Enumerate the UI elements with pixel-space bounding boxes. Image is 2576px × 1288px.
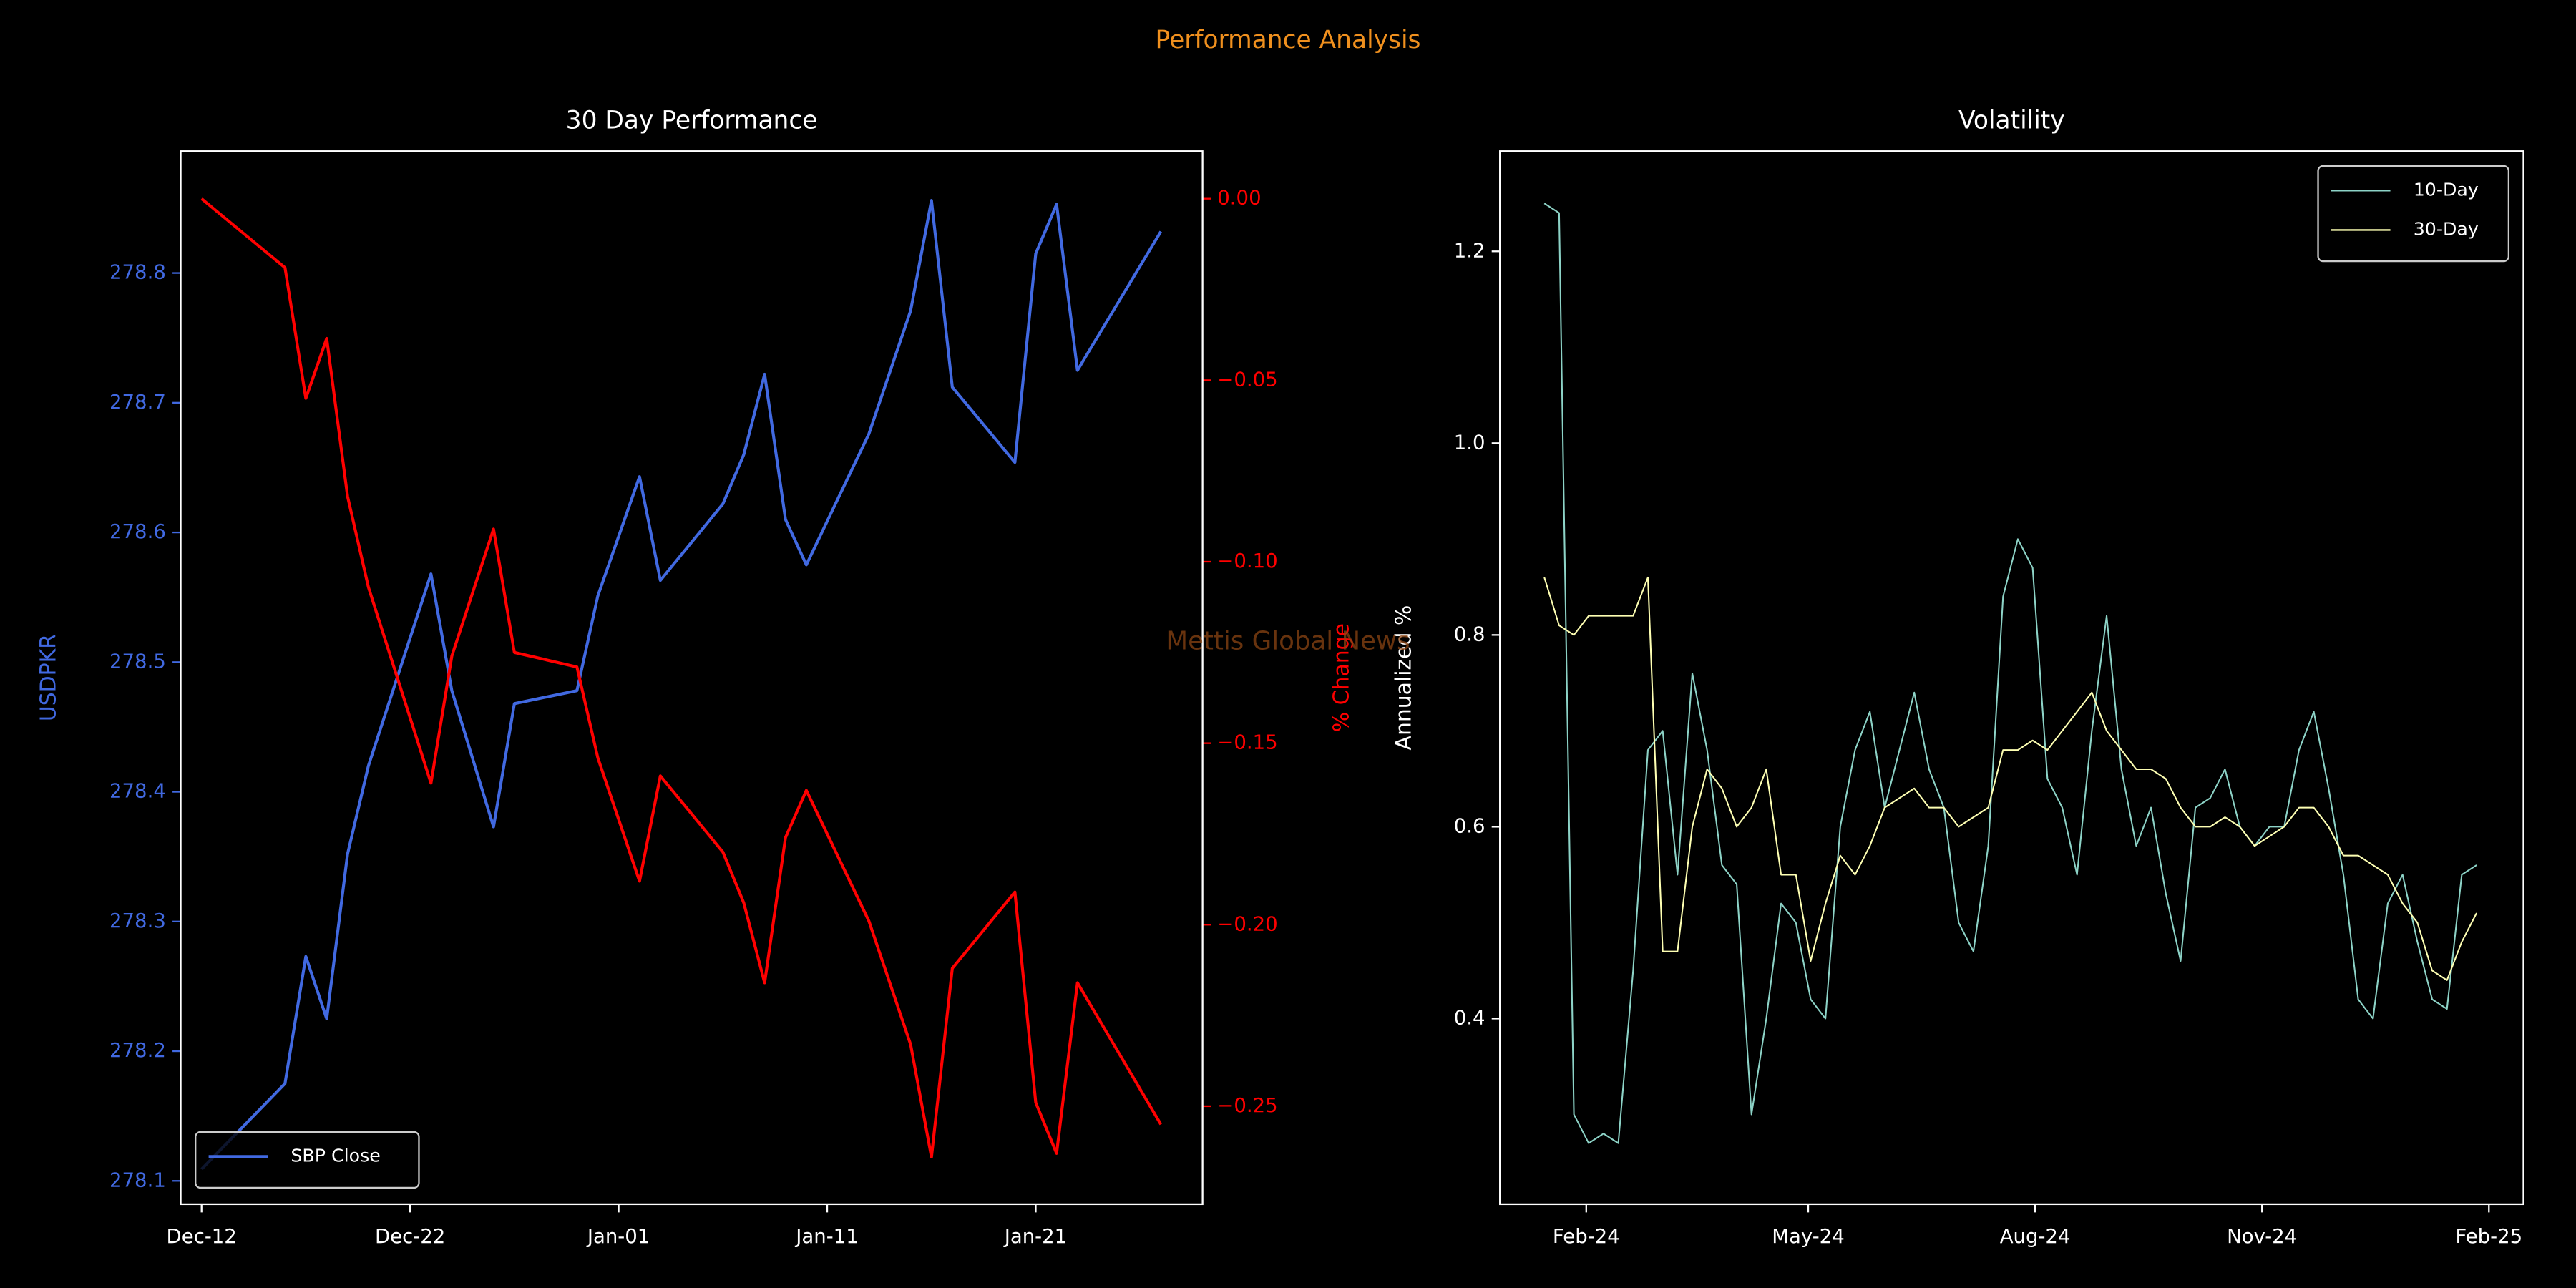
y-tick-label: 1.0	[1454, 431, 1485, 454]
legend-label: SBP Close	[291, 1145, 380, 1166]
y2-tick-label: −0.05	[1217, 368, 1277, 391]
x-tick-label: Aug-24	[2000, 1225, 2071, 1248]
y-tick-label: 278.2	[109, 1039, 166, 1062]
y2-tick-label: 0.00	[1217, 187, 1261, 210]
x-tick-label: Jan-01	[586, 1225, 650, 1248]
y-tick-label: 0.4	[1454, 1006, 1485, 1029]
x-tick-label: Feb-25	[2455, 1225, 2522, 1248]
x-tick-label: Dec-12	[167, 1225, 237, 1248]
y2-tick-label: −0.25	[1217, 1094, 1277, 1117]
y-tick-label: 278.4	[109, 780, 166, 803]
series-line	[1543, 576, 2477, 981]
series-line	[200, 199, 1163, 1171]
watermark: Mettis Global News	[1166, 627, 1410, 656]
y-axis-label: Annualized %	[1392, 605, 1417, 751]
y-tick-label: 1.2	[1454, 239, 1485, 262]
series-line	[200, 197, 1163, 1159]
y-tick-label: 0.6	[1454, 814, 1485, 837]
y-axis-label: USDPKR	[36, 634, 61, 721]
y-tick-label: 278.5	[109, 650, 166, 673]
axes-frame	[180, 150, 1204, 1206]
x-tick-label: Dec-22	[375, 1225, 445, 1248]
x-tick-label: Jan-11	[794, 1225, 858, 1248]
legend-label: 10-Day	[2414, 179, 2479, 200]
x-tick-label: Nov-24	[2227, 1225, 2297, 1248]
series-line	[1543, 203, 2477, 1144]
chart-title: 30 Day Performance	[566, 106, 818, 135]
y2-axis-label: % Change	[1329, 623, 1354, 732]
chart-title: Volatility	[1958, 106, 2065, 135]
y2-tick-label: −0.10	[1217, 550, 1277, 572]
x-tick-label: Feb-24	[1553, 1225, 1620, 1248]
legend-box	[195, 1131, 420, 1189]
y-tick-label: 0.8	[1454, 623, 1485, 645]
legend-label: 30-Day	[2414, 218, 2479, 239]
y-tick-label: 278.3	[109, 909, 166, 932]
y2-tick-label: −0.20	[1217, 912, 1277, 935]
y-tick-label: 278.1	[109, 1169, 166, 1191]
x-tick-label: May-24	[1772, 1225, 1844, 1248]
y2-tick-label: −0.15	[1217, 731, 1277, 754]
y-tick-label: 278.7	[109, 391, 166, 414]
x-tick-label: Jan-21	[1003, 1225, 1067, 1248]
y-tick-label: 278.6	[109, 520, 166, 543]
plot-area	[1543, 203, 2477, 1144]
figure-title: Performance Analysis	[1156, 26, 1421, 54]
y-tick-label: 278.8	[109, 261, 166, 284]
plot-area	[200, 197, 1163, 1171]
axes-frame	[1499, 150, 2524, 1206]
legend-box	[2317, 165, 2510, 263]
